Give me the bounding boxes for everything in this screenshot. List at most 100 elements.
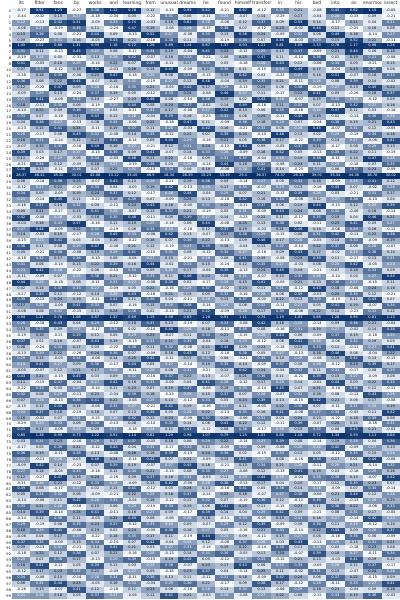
cell: -0.06 (104, 244, 123, 251)
cell: 0.24 (122, 527, 142, 534)
cell: -0.11 (344, 344, 364, 351)
cell: -0.17 (344, 368, 364, 375)
cell: 0.32 (215, 291, 234, 298)
cell: 0.58 (233, 31, 253, 38)
cell: -0.16 (196, 545, 216, 552)
cell: 0.38 (141, 161, 160, 168)
cell: 0.22 (141, 285, 160, 292)
cell: 0.47 (67, 220, 86, 227)
cell: 0.41 (289, 468, 308, 475)
cell: 0.28 (233, 167, 253, 174)
cell: 0.95 (85, 43, 105, 50)
cell: -0.13 (270, 468, 290, 475)
cell: -0.08 (363, 504, 382, 511)
cell: 0.26 (30, 480, 49, 487)
cell: 0.35 (344, 450, 364, 457)
cell: 0.07 (12, 397, 31, 404)
cell: 0.16 (178, 114, 197, 121)
cell: 0.05 (122, 285, 142, 292)
cell: 1.45 (12, 43, 31, 50)
cell: 0.09 (159, 214, 179, 221)
cell: 0.23 (363, 167, 382, 174)
cell: -0.18 (159, 120, 179, 127)
cell: 0.19 (344, 55, 364, 62)
cell: 0.15 (12, 31, 31, 38)
cell: -0.09 (122, 185, 142, 192)
cell: 0.28 (344, 439, 364, 446)
cell: 0.11 (12, 155, 31, 162)
cell: 0.31 (85, 132, 105, 138)
cell: -0.07 (381, 244, 400, 251)
cell: 0.43 (307, 285, 327, 292)
cell: 0.04 (12, 120, 31, 127)
cell: -0.12 (326, 362, 345, 369)
cell: 0.26 (381, 391, 400, 398)
cell: -0.09 (12, 90, 31, 97)
cell: 0.46 (270, 132, 290, 138)
cell: 0.34 (48, 102, 68, 109)
cell: -0.09 (307, 332, 327, 339)
cell: -0.09 (104, 569, 123, 575)
cell: 0.16 (141, 450, 160, 457)
cell: 0.21 (67, 114, 86, 121)
cell: -0.09 (270, 279, 290, 286)
cell: 0.17 (381, 191, 400, 197)
cell: 0.31 (307, 232, 327, 239)
cell: 0.32 (252, 161, 271, 168)
cell: 0.14 (381, 250, 400, 257)
cell: 0.23 (30, 421, 49, 428)
cell: -0.17 (215, 580, 234, 587)
cell: 0.33 (178, 445, 197, 451)
cell: 0.19 (67, 191, 86, 197)
cell: -0.14 (307, 321, 327, 327)
cell: 0.19 (363, 557, 382, 564)
cell: -0.24 (67, 90, 86, 97)
row-index: 71 (6, 427, 11, 433)
cell: 0.08 (67, 492, 86, 499)
cell: 0.41 (196, 380, 216, 386)
cell: -0.22 (289, 137, 308, 144)
cell: 0.17 (141, 155, 160, 162)
cell: 0.16 (196, 462, 216, 469)
row-index: 7 (8, 49, 11, 55)
cell: 0.41 (252, 167, 271, 174)
cell: 0.15 (196, 261, 216, 268)
cell: -0.23 (159, 391, 179, 398)
cell: -0.17 (12, 8, 31, 14)
cell: 0.19 (178, 403, 197, 410)
cell: 0.06 (289, 521, 308, 528)
cell: -0.11 (270, 114, 290, 121)
cell: 0.34 (233, 185, 253, 192)
cell: 0.26 (363, 498, 382, 505)
cell: 0.25 (344, 521, 364, 528)
cell: 0.18 (381, 586, 400, 593)
cell: -0.12 (326, 450, 345, 457)
cell: -0.08 (12, 309, 31, 316)
cell: 0.39 (12, 149, 31, 156)
cell: -0.04 (196, 338, 216, 345)
cell: 0.12 (85, 586, 105, 593)
cell: 0.12 (196, 350, 216, 357)
cell: 0.11 (344, 297, 364, 304)
cell: 0.42 (104, 380, 123, 386)
cell: 0.35 (122, 84, 142, 91)
cell: 0.39 (48, 285, 68, 292)
cell: 0.14 (12, 510, 31, 516)
cell: -0.13 (196, 72, 216, 79)
cell: -0.05 (30, 61, 49, 68)
cell: 0.44 (307, 25, 327, 32)
cell: 0.09 (233, 238, 253, 245)
cell: -0.05 (12, 368, 31, 375)
cell: 0.07 (85, 551, 105, 558)
cell: 0.06 (48, 521, 68, 528)
cell: -0.09 (12, 462, 31, 469)
cell: 0.41 (141, 149, 160, 156)
cell: 0.34 (122, 267, 142, 274)
cell: 0.08 (104, 49, 123, 56)
cell: -0.16 (48, 114, 68, 121)
cell: 0.31 (289, 326, 308, 333)
cell: 0.38 (233, 350, 253, 357)
cell: 0.44 (215, 161, 234, 168)
cell: 0.32 (67, 202, 86, 209)
